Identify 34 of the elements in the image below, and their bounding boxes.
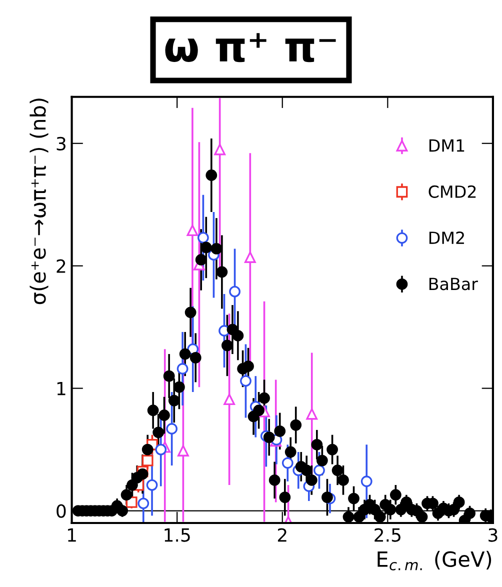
- chart-title: ω π⁺ π⁻: [165, 33, 336, 62]
- x-tick-label: 3: [488, 528, 498, 542]
- point: [138, 498, 150, 510]
- point: [214, 144, 226, 156]
- y-tick-label: 0: [56, 504, 66, 518]
- x-tick-label: 1: [68, 528, 76, 542]
- point: [177, 445, 189, 456]
- point: [146, 479, 158, 491]
- point: [244, 252, 256, 263]
- point: [360, 476, 372, 488]
- point: [166, 423, 178, 434]
- legend-label: CMD2: [428, 185, 476, 198]
- x-tick-label: 1.5: [164, 528, 190, 542]
- point: [314, 464, 325, 476]
- y-tick-label: 2: [56, 259, 66, 273]
- point: [240, 375, 252, 387]
- point: [224, 394, 236, 406]
- point: [282, 457, 294, 469]
- x-tick-label: 2.5: [374, 528, 400, 542]
- point: [142, 454, 154, 466]
- legend-label: DM2: [429, 231, 464, 244]
- point: [197, 232, 209, 244]
- x-tick-label: 2: [278, 528, 286, 542]
- point: [155, 444, 167, 456]
- point: [229, 286, 240, 298]
- x-axis-title: E$_{c.m.}$ (GeV): [378, 550, 492, 570]
- legend-label: DM1: [429, 139, 464, 152]
- legend-label: BaBar: [429, 278, 478, 290]
- y-tick-label: 1: [57, 382, 66, 396]
- point: [186, 224, 198, 236]
- point: [176, 363, 188, 374]
- point: [306, 408, 318, 420]
- y-tick-label: 3: [56, 136, 66, 151]
- y-axis-title: σ(e⁺e⁻→ωπ⁺π⁻) (nb): [30, 98, 48, 304]
